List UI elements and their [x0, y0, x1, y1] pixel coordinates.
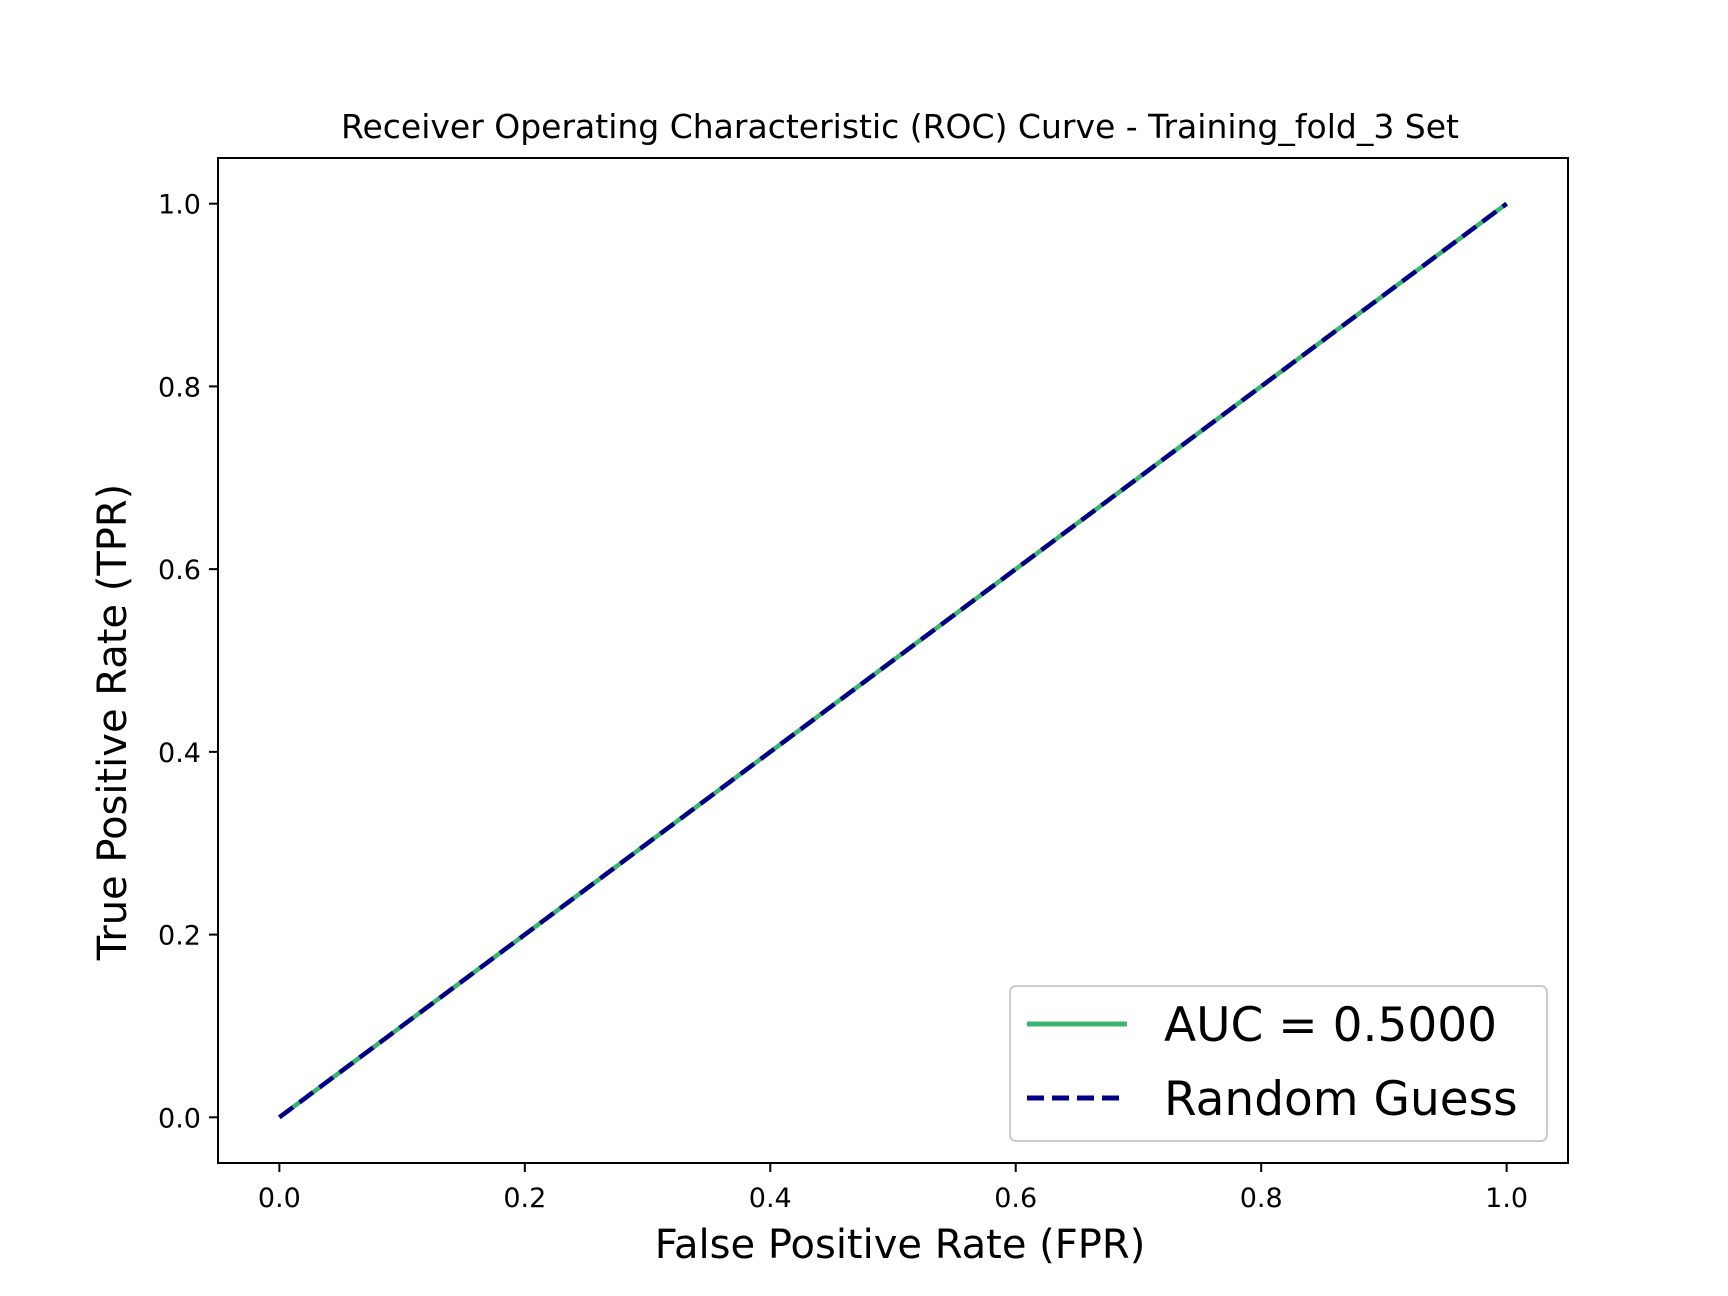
legend-label: Random Guess [1164, 1072, 1518, 1127]
x-tick-label: 0.8 [1240, 1183, 1283, 1214]
legend-label: AUC = 0.5000 [1164, 998, 1497, 1053]
y-tick-label: 0.4 [158, 738, 201, 769]
y-axis-label: True Positive Rate (TPR) [90, 484, 136, 962]
series-line-random-guess [278, 201, 1508, 1120]
y-tick-label: 0.6 [158, 555, 201, 586]
x-axis-label: False Positive Rate (FPR) [655, 1222, 1146, 1268]
x-tick-label: 0.2 [503, 1183, 546, 1214]
legend-box [1009, 985, 1548, 1142]
y-tick-label: 0.8 [158, 372, 201, 403]
legend: AUC = 0.5000 Random Guess [1009, 985, 1548, 1142]
plot-area: 0.0 0.2 0.4 0.6 0.8 1.0 0.0 0.2 0.4 0.6 0.8 1.0 [158, 157, 1569, 1214]
x-tick-label: 0.6 [994, 1183, 1037, 1214]
y-tick-label: 0.2 [158, 921, 201, 952]
x-tick-label: 0.4 [749, 1183, 792, 1214]
x-tick-label: 1.0 [1485, 1183, 1528, 1214]
chart-title: Receiver Operating Characteristic (ROC) … [341, 107, 1459, 146]
axes-frame [217, 157, 1569, 1164]
x-tick-label: 0.0 [258, 1183, 301, 1214]
y-tick-label: 1.0 [158, 190, 201, 221]
y-tick-label: 0.0 [158, 1103, 201, 1134]
